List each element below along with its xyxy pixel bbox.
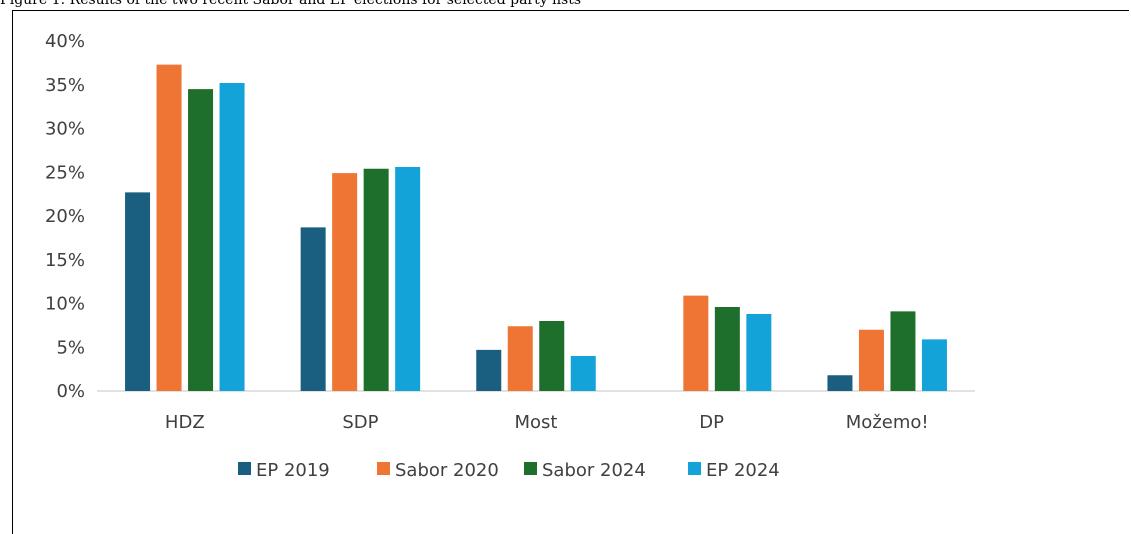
bar-moemo-sabor-2020 — [858, 329, 884, 391]
bar-sdp-sabor-2020 — [332, 173, 358, 391]
bar-most-ep-2019 — [476, 349, 502, 391]
y-tick-label: 30% — [45, 119, 85, 140]
bar-sdp-sabor-2024 — [363, 168, 389, 391]
legend-swatch-sabor-2024 — [524, 462, 537, 475]
legend-label: EP 2024 — [706, 460, 780, 481]
bar-moemo-sabor-2024 — [890, 311, 916, 391]
y-tick-label: 25% — [45, 162, 85, 183]
x-category-label: DP — [699, 412, 724, 433]
y-tick-label: 10% — [45, 294, 85, 315]
x-category-label: Možemo! — [846, 412, 929, 433]
y-tick-label: 0% — [56, 381, 85, 402]
x-category-label: HDZ — [165, 412, 205, 433]
legend-label: Sabor 2020 — [395, 460, 499, 481]
y-tick-label: 5% — [56, 337, 85, 358]
x-axis: HDZ SDP Most DP Možemo! — [165, 412, 929, 433]
y-tick-label: 15% — [45, 250, 85, 271]
bar-sdp-ep-2019 — [300, 227, 326, 391]
bar-sdp-ep-2024 — [395, 167, 421, 391]
bar-hdz-ep-2019 — [125, 192, 151, 391]
bar-hdz-sabor-2020 — [156, 64, 182, 391]
y-tick-label: 20% — [45, 206, 85, 227]
legend: EP 2019 Sabor 2020 Sabor 2024 EP 2024 — [238, 460, 780, 481]
bar-dp-sabor-2024 — [714, 307, 740, 391]
legend-swatch-ep-2019 — [238, 462, 251, 475]
x-category-label: SDP — [342, 412, 378, 433]
figure-caption: Figure 1: Results of the two recent Sabo… — [0, 0, 582, 8]
chart-frame — [12, 10, 1129, 534]
bars-group — [125, 64, 947, 391]
bar-dp-ep-2024 — [746, 314, 772, 391]
bar-hdz-ep-2024 — [219, 83, 245, 391]
legend-label: EP 2019 — [256, 460, 330, 481]
bar-most-sabor-2020 — [507, 326, 533, 391]
y-tick-label: 35% — [45, 75, 85, 96]
x-category-label: Most — [515, 412, 558, 433]
legend-swatch-sabor-2020 — [377, 462, 390, 475]
bar-most-ep-2024 — [570, 356, 596, 391]
bar-moemo-ep-2019 — [827, 375, 853, 391]
bar-dp-sabor-2020 — [683, 295, 709, 391]
legend-swatch-ep-2024 — [688, 462, 701, 475]
legend-label: Sabor 2024 — [542, 460, 646, 481]
y-axis: 0% 5% 10% 15% 20% 25% 30% 35% 40% — [45, 31, 85, 402]
y-tick-label: 40% — [45, 31, 85, 52]
bar-most-sabor-2024 — [539, 321, 565, 391]
bar-hdz-sabor-2024 — [188, 89, 214, 391]
bar-moemo-ep-2024 — [921, 339, 947, 391]
